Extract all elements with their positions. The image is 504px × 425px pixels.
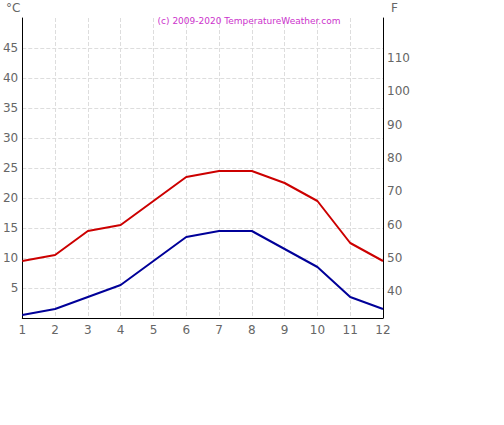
svg-text:40: 40 [3, 71, 18, 85]
svg-text:7: 7 [215, 323, 223, 337]
svg-text:3: 3 [84, 323, 92, 337]
svg-text:F: F [391, 1, 398, 15]
svg-text:80: 80 [387, 151, 402, 165]
svg-text:8: 8 [248, 323, 256, 337]
svg-text:12: 12 [375, 323, 390, 337]
svg-text:25: 25 [3, 161, 18, 175]
svg-text:6: 6 [182, 323, 190, 337]
svg-text:90: 90 [387, 118, 402, 132]
svg-text:2: 2 [51, 323, 59, 337]
svg-text:110: 110 [387, 51, 410, 65]
svg-text:15: 15 [3, 221, 18, 235]
svg-text:50: 50 [387, 251, 402, 265]
svg-text:5: 5 [11, 281, 19, 295]
svg-text:9: 9 [281, 323, 289, 337]
svg-text:30: 30 [3, 131, 18, 145]
svg-text:(c) 2009-2020 TemperatureWeath: (c) 2009-2020 TemperatureWeather.com [158, 16, 341, 26]
svg-text:100: 100 [387, 84, 410, 98]
svg-text:4: 4 [117, 323, 125, 337]
svg-text:5: 5 [150, 323, 158, 337]
svg-text:°C: °C [6, 1, 20, 15]
svg-text:70: 70 [387, 184, 402, 198]
svg-text:35: 35 [3, 101, 18, 115]
svg-text:60: 60 [387, 218, 402, 232]
svg-text:1: 1 [18, 323, 26, 337]
svg-text:10: 10 [3, 251, 18, 265]
svg-text:40: 40 [387, 284, 402, 298]
svg-text:10: 10 [310, 323, 325, 337]
svg-text:45: 45 [3, 41, 18, 55]
svg-text:11: 11 [343, 323, 358, 337]
svg-text:20: 20 [3, 191, 18, 205]
